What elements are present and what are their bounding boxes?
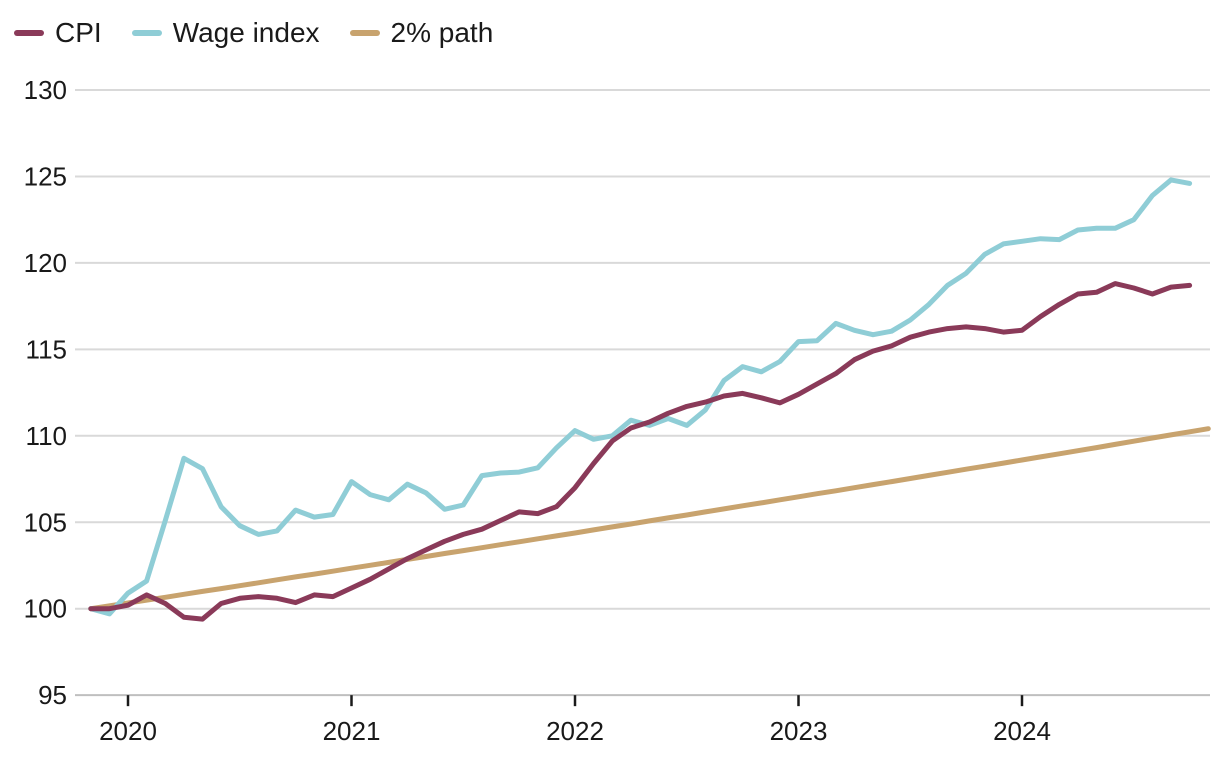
series-line-cpi xyxy=(88,281,1193,622)
x-axis-tick-label: 2024 xyxy=(993,716,1051,746)
legend-item-cpi: CPI xyxy=(14,18,102,48)
x-axis-tick-label: 2021 xyxy=(323,716,381,746)
y-axis-tick-label: 95 xyxy=(38,680,67,710)
series-line-wage-index xyxy=(88,177,1193,617)
legend-item-wage-index: Wage index xyxy=(131,17,320,48)
x-axis-tick-label: 2023 xyxy=(770,716,828,746)
legend-label-cpi: CPI xyxy=(55,17,102,48)
chart-legend: CPI Wage index 2% path xyxy=(14,18,493,48)
legend-item-2pct-path: 2% path xyxy=(349,17,494,48)
y-axis-tick-label: 105 xyxy=(24,507,67,537)
y-axis-tick-label: 120 xyxy=(24,248,67,278)
series-line-2pct-path xyxy=(88,426,1211,612)
legend-label-wage-index: Wage index xyxy=(172,17,320,48)
y-axis-tick-label: 115 xyxy=(26,334,67,364)
y-axis-tick-label: 100 xyxy=(24,594,67,624)
x-axis-tick-label: 2020 xyxy=(99,716,157,746)
y-axis-tick-label: 130 xyxy=(24,75,67,105)
y-axis-tick-label: 110 xyxy=(26,421,67,451)
x-axis-tick-label: 2022 xyxy=(546,716,604,746)
legend-label-2pct-path: 2% path xyxy=(390,17,494,48)
wage-index-line-swatch-icon xyxy=(131,30,162,36)
cpi-line-swatch-icon xyxy=(14,30,44,36)
2pct-path-line-swatch-icon xyxy=(349,30,380,36)
y-axis-tick-label: 125 xyxy=(24,161,67,191)
